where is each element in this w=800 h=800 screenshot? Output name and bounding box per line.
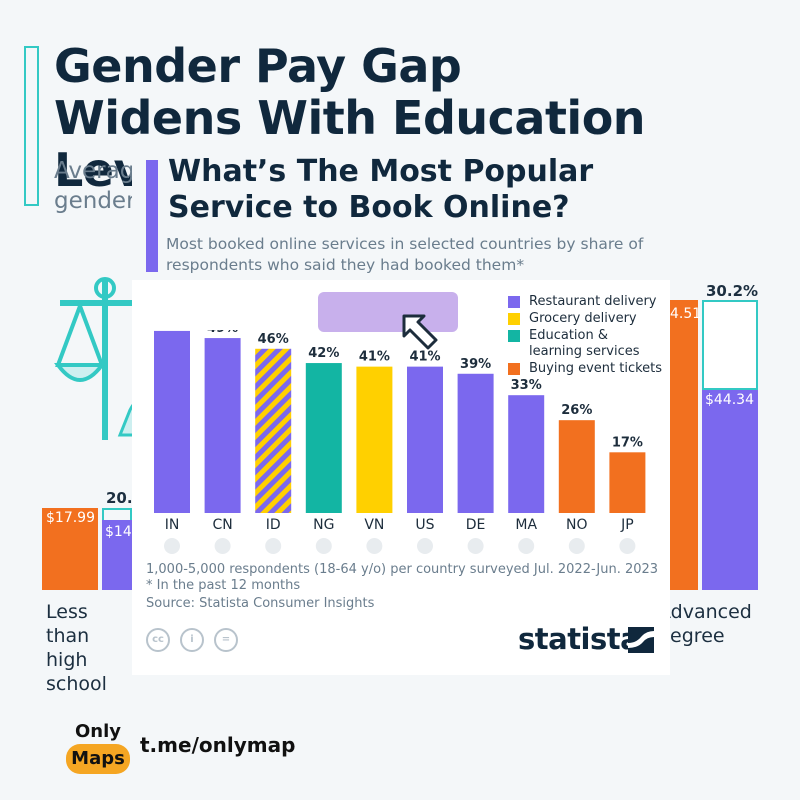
channel-link[interactable]: t.me/onlymap (140, 733, 296, 757)
bar-id (255, 348, 292, 513)
bg-bar-left-men-value: $14 (105, 524, 132, 540)
bar-cn (204, 338, 241, 513)
flag-icon-ng (315, 538, 332, 554)
bg-left-category: Less than high school (46, 601, 107, 695)
flag-icon-in (164, 538, 180, 554)
legend-item-tickets: Buying event tickets (508, 361, 662, 377)
legend-label: Education & learning services (529, 328, 640, 359)
bg-bar-left-women: $17.99 (42, 508, 98, 590)
no-derivatives-icon[interactable]: = (214, 628, 238, 652)
flag-icon-jp (619, 538, 636, 554)
legend-swatch (508, 296, 520, 308)
onlymaps-maps-badge: Maps (66, 744, 130, 774)
legend-swatch (508, 330, 520, 342)
flag-icon-no (568, 538, 585, 554)
bar-jp (609, 452, 646, 513)
bg-right-pct: 30.2% (706, 282, 759, 300)
card-title-accent (146, 160, 158, 272)
bar-chart: 51%IN49%CN46%ID42%NG41%VN41%US39%DE33%MA… (154, 330, 646, 554)
value-label-ng: 42% (308, 346, 339, 361)
chart-subtitle: Most booked online services in selected … (166, 235, 644, 274)
cursor-icon (402, 314, 438, 350)
legend-item-education: Education & learning services (508, 328, 648, 360)
bar-de (457, 373, 494, 513)
flag-icon-cn (214, 538, 231, 554)
tick-label-no: NO (566, 517, 588, 533)
chart-title: What’s The Most Popular Service to Book … (168, 154, 594, 225)
bg-left-pct: 20. (106, 489, 133, 507)
bar-us (407, 366, 443, 513)
statista-logo-icon (628, 627, 654, 653)
bg-bar-right-women-value: 4.51 (670, 306, 702, 322)
footnote-past: * In the past 12 months (146, 578, 301, 593)
value-label-de: 39% (460, 357, 491, 372)
legend: Restaurant delivery Grocery delivery Edu… (500, 288, 666, 382)
flag-icon-ma (518, 538, 535, 554)
attribution-icon[interactable]: i (180, 628, 204, 652)
bg-bar-right-outline (702, 300, 758, 390)
tick-label-jp: JP (620, 517, 634, 533)
legend-item-grocery: Grocery delivery (508, 311, 637, 327)
bg-bar-right-men-value: $44.34 (705, 392, 754, 408)
value-label-id: 46% (258, 332, 289, 347)
legend-swatch (508, 363, 520, 375)
value-label-jp: 17% (612, 435, 643, 450)
bar-ng (305, 363, 342, 513)
bg-bar-right-men: $44.34 (702, 390, 758, 590)
bg-bar-right-women: 4.51 (670, 300, 702, 590)
bg-bar-left-men: $14 (102, 520, 132, 590)
statista-logo[interactable]: statista (518, 622, 640, 656)
value-label-cn: 49% (207, 330, 238, 336)
tick-label-id: ID (266, 517, 281, 533)
tick-label-vn: VN (364, 517, 384, 533)
legend-label: Grocery delivery (529, 311, 637, 326)
bg-title: Gender Pay Gap Widens With Education Lev… (54, 39, 646, 196)
bg-bar-left-women-value: $17.99 (46, 510, 95, 526)
flag-icon-us (417, 538, 433, 554)
value-label-vn: 41% (359, 350, 390, 365)
footnote-respondents: 1,000-5,000 respondents (18-64 y/o) per … (146, 562, 659, 577)
bar-in (154, 330, 190, 513)
flag-icon-de (467, 538, 484, 554)
tick-label-ma: MA (515, 517, 537, 533)
flag-icon-id (265, 538, 282, 554)
onlymaps-only: Only (74, 721, 122, 742)
legend-label: Buying event tickets (529, 361, 663, 376)
value-label-no: 26% (561, 403, 592, 418)
bar-no (558, 420, 595, 513)
tick-label-in: IN (165, 517, 180, 533)
legend-item-restaurant: Restaurant delivery (508, 294, 657, 310)
cc-icon[interactable]: cc (146, 628, 170, 652)
tick-label-us: US (415, 517, 434, 533)
highlight-pill (318, 292, 458, 332)
bar-ma (508, 395, 545, 513)
bg-title-accent (24, 46, 39, 206)
source-text: Source: Statista Consumer Insights (146, 596, 375, 611)
flag-icon-vn (366, 538, 383, 554)
tick-label-ng: NG (313, 517, 334, 533)
legend-label: Restaurant delivery (529, 294, 657, 309)
legend-swatch (508, 313, 520, 325)
bar-vn (356, 366, 393, 513)
value-label-us: 41% (409, 350, 440, 365)
value-label-ma: 33% (511, 378, 542, 393)
tick-label-de: DE (466, 517, 486, 533)
tick-label-cn: CN (212, 517, 232, 533)
